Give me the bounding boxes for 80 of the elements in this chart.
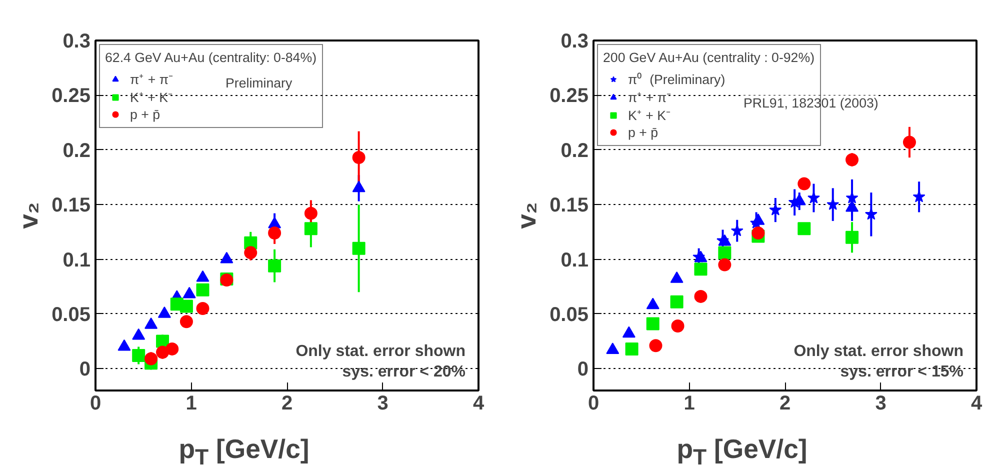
point: [694, 290, 708, 303]
point: [718, 234, 732, 246]
annotation: Only stat. error shown sys. error < 20%: [296, 343, 466, 380]
point: [625, 342, 638, 356]
point: [718, 258, 732, 272]
point: [649, 339, 662, 352]
y-tick-label: 0.15: [550, 194, 589, 217]
y-tick-label: 0.1: [560, 249, 589, 272]
y-tick-label: 0: [577, 358, 588, 381]
y-axis-title: v₂: [512, 202, 542, 229]
point: [912, 190, 926, 202]
point: [846, 230, 859, 244]
x-tick-label: 4: [472, 392, 485, 414]
point: [730, 224, 744, 236]
point: [826, 198, 840, 210]
y-tick-label: 0.3: [560, 30, 589, 52]
x-tick-label: 2: [779, 392, 791, 414]
y-tick-label: 0.05: [52, 304, 91, 326]
x-tick-label: 3: [875, 392, 886, 414]
point: [864, 208, 878, 220]
legend-title: 200 GeV Au+Au (centrality : 0-92%): [603, 50, 815, 65]
point: [304, 222, 318, 236]
point: [196, 302, 210, 315]
y-tick-label: 0.05: [550, 304, 589, 326]
annotation: Preliminary: [226, 76, 292, 90]
y-tick-label: 0: [79, 358, 90, 381]
point: [180, 300, 193, 313]
x-tick-label: 2: [281, 392, 293, 414]
point: [304, 206, 318, 220]
point: [268, 259, 282, 272]
point: [132, 349, 146, 362]
x-tick-label: 4: [970, 392, 983, 414]
point: [144, 352, 158, 366]
annotation: Only stat. error shown sys. error < 15%: [794, 343, 964, 380]
point: [180, 315, 193, 328]
legend-label: K⁺ + K⁻: [130, 89, 173, 106]
point: [671, 319, 684, 332]
y-tick-label: 0.2: [560, 140, 589, 162]
x-axis-title: p$_{T}$ [GeV/c]: [178, 433, 310, 471]
point: [798, 222, 811, 236]
y-tick-label: 0.3: [62, 30, 91, 52]
point: [268, 226, 282, 240]
point: [808, 192, 820, 204]
point: [798, 177, 811, 190]
x-tick-label: 1: [684, 392, 695, 414]
point: [352, 151, 366, 164]
x-tick-label: 1: [186, 392, 197, 414]
point: [694, 262, 708, 276]
point: [352, 242, 366, 255]
point: [166, 342, 179, 356]
legend-title: 62.4 GeV Au+Au (centrality: 0-84%): [105, 50, 317, 65]
point: [244, 246, 258, 260]
point: [846, 200, 859, 212]
legend-label: K⁺ + K⁻: [628, 107, 671, 124]
point: [670, 272, 684, 283]
y-tick-label: 0.25: [52, 85, 91, 108]
point: [769, 204, 782, 216]
point: [646, 317, 660, 330]
legend-label: π⁰ (Preliminary): [628, 71, 726, 88]
legend-label: p + p̄: [628, 124, 658, 140]
point: [846, 153, 859, 166]
y-tick-label: 0.25: [550, 85, 589, 108]
point: [718, 246, 732, 260]
y-tick-label: 0.15: [52, 194, 91, 217]
x-axis-title: p$_{T}$ [GeV/c]: [676, 433, 808, 471]
point: [606, 342, 620, 354]
point: [752, 226, 765, 240]
legend-label: π⁺ + π⁻: [628, 89, 672, 106]
legend-label: p + p̄: [130, 106, 160, 122]
y-tick-label: 0.1: [62, 249, 91, 272]
point: [902, 136, 916, 149]
x-tick-label: 3: [377, 392, 388, 414]
y-tick-label: 0.2: [62, 140, 91, 162]
point: [196, 283, 210, 296]
point: [622, 326, 636, 338]
y-axis-title: v₂: [14, 202, 44, 229]
point: [670, 295, 684, 308]
point: [646, 298, 660, 310]
legend-label: π⁺ + π⁻: [130, 71, 174, 88]
point: [846, 192, 858, 204]
